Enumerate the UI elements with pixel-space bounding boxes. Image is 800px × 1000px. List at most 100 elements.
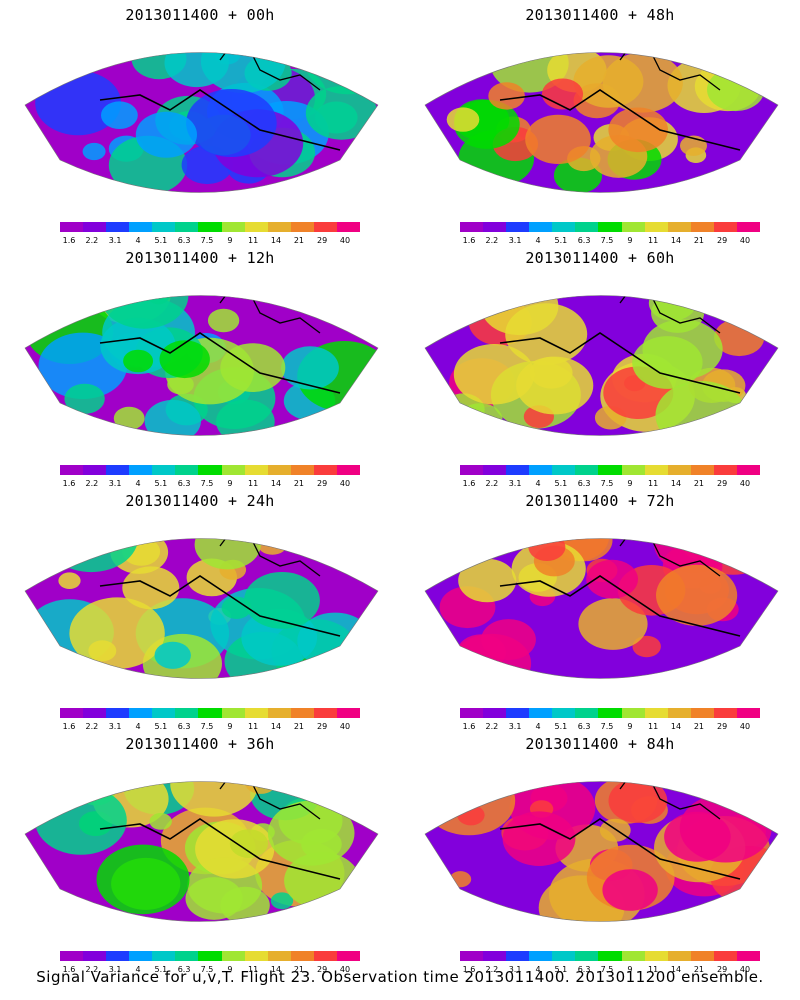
colorbar-tick-label: 3.1 (508, 722, 522, 731)
colorbar-ticks: 1.6 2.2 3.1 4 5.1 6.3 7.5 9 11 14 21 29 40 (60, 479, 360, 489)
colorbar-tick-label: 3.1 (508, 965, 522, 974)
colorbar-cell (60, 708, 84, 718)
field-blob (216, 399, 275, 436)
coastline (619, 781, 721, 820)
figure-caption: Signal Variance for u,v,T. Flight 23. Ob… (36, 968, 764, 986)
colorbar-cell (175, 708, 199, 718)
colorbar-cell (460, 951, 484, 961)
colorbar-cell (598, 951, 622, 961)
field-blob (267, 800, 355, 866)
field-blob (144, 399, 202, 436)
variance-map (24, 538, 379, 679)
colorbar-tick-label: 5.1 (554, 722, 568, 731)
colorbar-tick-label: 5.1 (154, 479, 168, 488)
colorbar-cell (506, 708, 530, 718)
field-blob (113, 406, 145, 430)
colorbar-tick-label: 1.6 (462, 722, 476, 731)
panel-title: 2013011400 + 72h (525, 492, 675, 510)
field-blob (453, 344, 535, 405)
variance-map (424, 52, 779, 193)
variance-map (424, 295, 779, 436)
field-blob (101, 101, 138, 129)
colorbar-tick-label: 1.6 (462, 479, 476, 488)
panel-0: 2013011400 + 00h 1.6 2.2 3.1 4 5.1 6.3 7.5 9 11 14… (0, 0, 400, 250)
colorbar-cell (83, 708, 107, 718)
colorbar-tick-label: 2.2 (485, 236, 499, 245)
colorbar-tick-label: 21 (293, 965, 304, 974)
map-boundary (24, 538, 379, 679)
colorbar-tick-label: 14 (270, 479, 282, 488)
colorbar-tick-label: 4 (135, 479, 141, 488)
colorbar (60, 951, 361, 961)
colorbar-cell (621, 951, 645, 961)
map-boundary (24, 781, 379, 922)
colorbar-cell (129, 222, 153, 232)
colorbar-cell (336, 465, 361, 475)
colorbar-cell (483, 708, 507, 718)
field-blob (446, 107, 480, 132)
colorbar-tick-label: 3.1 (108, 479, 122, 488)
colorbar-cell (267, 708, 291, 718)
colorbar-cell (290, 222, 314, 232)
colorbar-cell (336, 951, 361, 961)
colorbar-tick-label: 29 (316, 236, 328, 245)
colorbar-tick-label: 1.6 (462, 236, 476, 245)
colorbar-cell (529, 222, 553, 232)
field-blob (88, 640, 117, 662)
field-blob (100, 317, 176, 375)
field-blob (257, 538, 288, 555)
colorbar-tick-label: 11 (247, 965, 259, 974)
map-boundary (424, 781, 779, 922)
colorbar-cell (483, 222, 507, 232)
colorbar-cell (460, 465, 484, 475)
field-blob (185, 877, 243, 920)
variance-map (24, 781, 379, 922)
colorbar-cell (506, 465, 530, 475)
colorbar-tick-label: 1.6 (62, 722, 76, 731)
coastline (99, 818, 341, 880)
colorbar-tick-label: 5.1 (554, 236, 568, 245)
panel-2: 2013011400 + 12h 1.6 2.2 3.1 4 5.1 6.3 7.5 9 11 14… (0, 243, 400, 493)
colorbar-tick-label: 29 (716, 479, 728, 488)
field-blob (64, 383, 105, 414)
field-blob (194, 538, 261, 570)
field-blob (458, 558, 517, 603)
field-blob (123, 349, 154, 373)
colorbar-cell (529, 951, 553, 961)
colorbar-tick-label: 5.1 (154, 965, 168, 974)
colorbar-ticks: 1.6 2.2 3.1 4 5.1 6.3 7.5 9 11 14 21 29 40 (60, 722, 360, 732)
colorbar-cell (713, 951, 737, 961)
coastline (619, 52, 721, 91)
colorbar-cell (483, 951, 507, 961)
colorbar-tick-label: 6.3 (577, 722, 591, 731)
colorbar-tick-label: 9 (627, 479, 633, 488)
field-blob (632, 635, 661, 658)
colorbar-tick-label: 6.3 (177, 479, 191, 488)
colorbar-tick-label: 11 (247, 236, 259, 245)
colorbar-cell (152, 465, 176, 475)
colorbar-tick-label: 11 (647, 479, 659, 488)
colorbar-tick-label: 40 (739, 722, 751, 731)
colorbar-cell (198, 222, 222, 232)
colorbar-tick-label: 3.1 (508, 479, 522, 488)
field-blob (170, 781, 259, 817)
colorbar-cell (221, 951, 245, 961)
colorbar-tick-label: 2.2 (485, 965, 499, 974)
colorbar-tick-label: 2.2 (485, 722, 499, 731)
variance-map (24, 52, 379, 193)
colorbar-cell (221, 465, 245, 475)
field-blob (697, 540, 727, 563)
colorbar (460, 465, 761, 475)
colorbar-cell (106, 465, 130, 475)
colorbar-cell (575, 708, 599, 718)
colorbar-tick-label: 4 (535, 965, 541, 974)
colorbar-ticks: 1.6 2.2 3.1 4 5.1 6.3 7.5 9 11 14 21 29 40 (460, 479, 760, 489)
colorbar-cell (529, 708, 553, 718)
colorbar-cell (290, 708, 314, 718)
field-blob (58, 572, 81, 589)
colorbar-cell (106, 222, 130, 232)
colorbar-cell (313, 951, 337, 961)
coastline (499, 818, 741, 880)
colorbar-cell (83, 465, 107, 475)
colorbar-cell (60, 951, 84, 961)
